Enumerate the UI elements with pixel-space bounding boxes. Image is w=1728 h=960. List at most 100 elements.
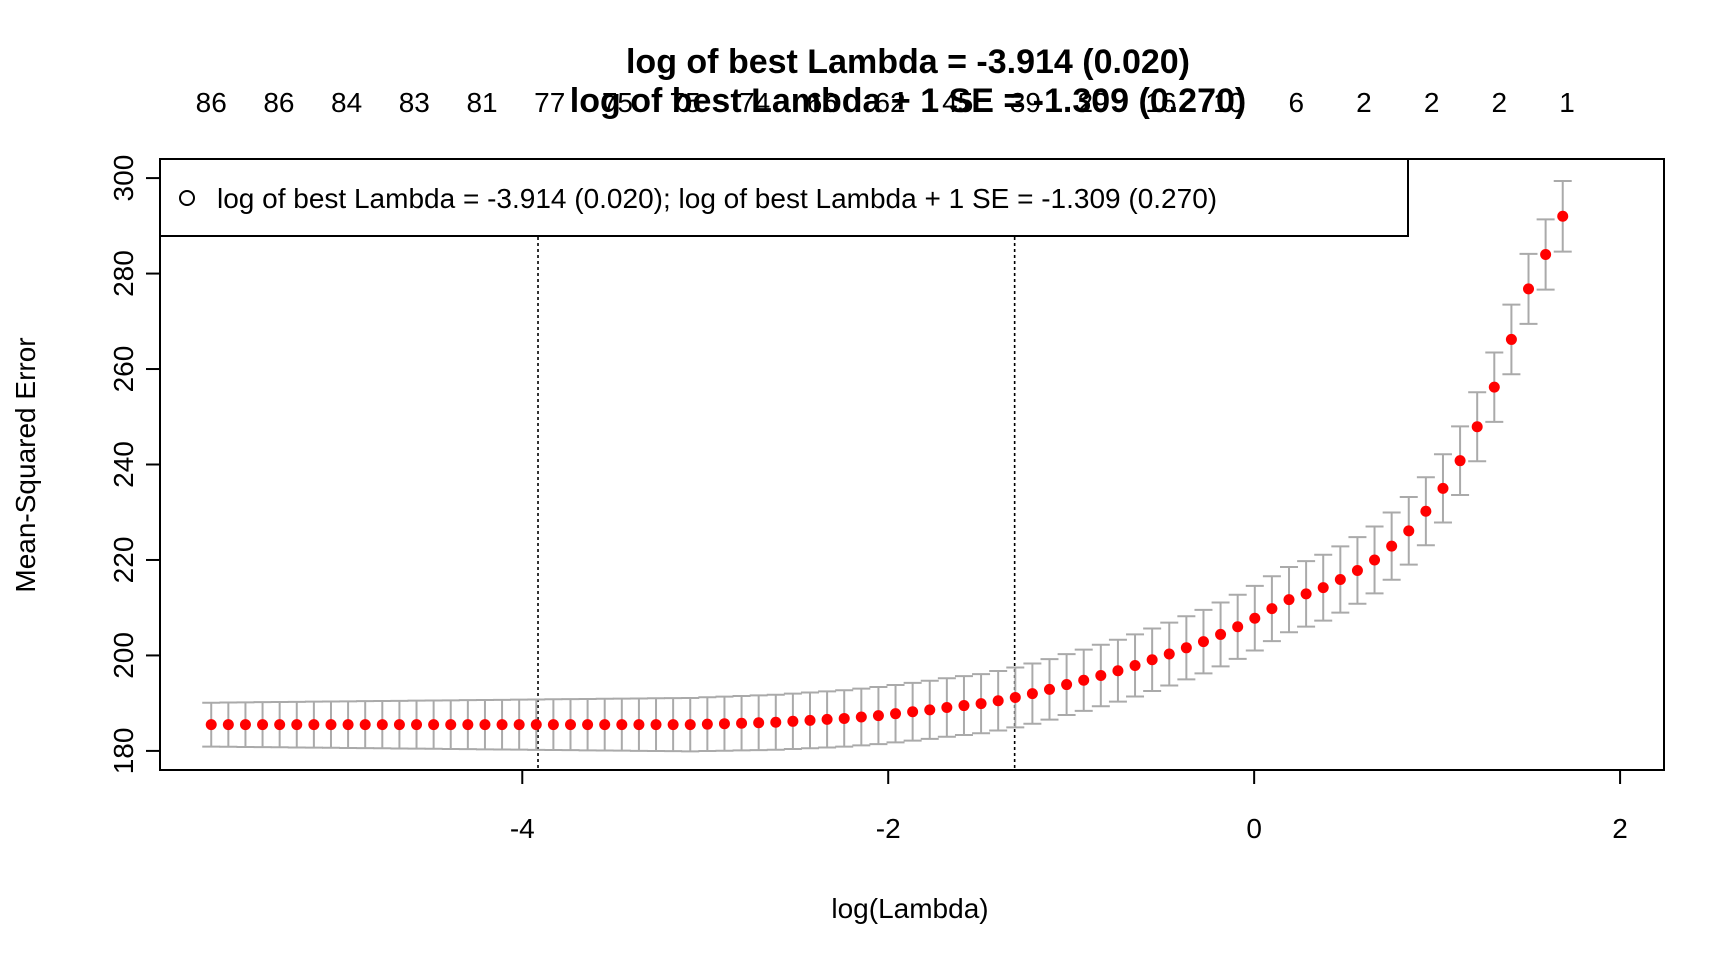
data-point — [239, 719, 251, 731]
data-point — [1471, 421, 1483, 433]
data-point — [890, 708, 902, 720]
top-axis-label: 86 — [263, 87, 294, 118]
data-point — [359, 719, 371, 731]
data-point — [325, 719, 337, 731]
data-point — [753, 717, 765, 729]
data-point — [1061, 679, 1073, 691]
data-point — [907, 706, 919, 718]
top-axis-label: 86 — [196, 87, 227, 118]
top-axis-label: 2 — [1492, 87, 1508, 118]
data-point — [633, 719, 645, 731]
top-axis-label: 83 — [399, 87, 430, 118]
top-axis-label: 1 — [1559, 87, 1575, 118]
top-axis-label: 74 — [739, 87, 770, 118]
data-point — [257, 719, 269, 731]
data-point — [1266, 603, 1278, 615]
y-tick-label: 280 — [108, 250, 139, 297]
data-point — [1300, 588, 1312, 600]
data-point — [804, 714, 816, 726]
data-point — [1454, 455, 1466, 467]
data-point — [736, 717, 748, 729]
top-axis-label: 75 — [670, 87, 701, 118]
x-tick-label: -2 — [876, 813, 901, 844]
y-axis: 180 200 220 240 260 280 300 — [108, 155, 161, 774]
top-axis-label: 66 — [807, 87, 838, 118]
data-point — [599, 719, 611, 731]
data-point — [684, 719, 696, 731]
data-point — [1197, 636, 1209, 648]
chart-title-line2: log of best Lambda + 1 SE = -1.309 (0.27… — [570, 82, 1246, 120]
data-point — [1095, 669, 1107, 681]
legend-text: log of best Lambda = -3.914 (0.020); log… — [217, 183, 1217, 214]
data-point — [582, 719, 594, 731]
data-point — [462, 719, 474, 731]
data-point — [308, 719, 320, 731]
data-point — [342, 719, 354, 731]
data-point — [616, 719, 628, 731]
data-point — [1369, 554, 1381, 566]
top-axis-label: 29 — [1078, 87, 1109, 118]
top-axis-label: 84 — [331, 87, 362, 118]
data-point — [924, 704, 936, 716]
top-axis-label: 62 — [874, 87, 905, 118]
data-point — [547, 719, 559, 731]
plot-frame — [159, 158, 1665, 771]
data-point — [650, 719, 662, 731]
x-axis-label: log(Lambda) — [831, 893, 988, 924]
data-point — [496, 719, 508, 731]
data-point — [770, 716, 782, 728]
top-axis-df-labels: 86 86 84 83 81 77 75 75 74 66 62 45 39 29 16 10 6 2 2 2 1 — [196, 87, 1575, 118]
data-point — [1129, 659, 1141, 671]
top-axis-label: 2 — [1356, 87, 1372, 118]
data-point — [1420, 505, 1432, 517]
data-point — [479, 719, 491, 731]
x-axis: -4 -2 0 2 — [510, 769, 1628, 844]
data-point — [718, 718, 730, 730]
data-point — [992, 695, 1004, 707]
data-point — [855, 711, 867, 723]
data-point — [513, 719, 525, 731]
data-point — [1009, 691, 1021, 703]
top-axis-label: 6 — [1288, 87, 1304, 118]
data-point — [1523, 283, 1535, 295]
data-point — [428, 719, 440, 731]
data-point — [1488, 381, 1500, 393]
data-point — [1112, 665, 1124, 677]
data-point — [958, 700, 970, 712]
y-tick-label: 200 — [108, 632, 139, 679]
data-point — [445, 719, 457, 731]
data-point — [1351, 564, 1363, 576]
data-point — [274, 719, 286, 731]
data-point — [787, 715, 799, 727]
data-point — [376, 719, 388, 731]
top-axis-label: 10 — [1213, 87, 1244, 118]
y-axis-label: Mean-Squared Error — [10, 337, 41, 592]
data-point — [393, 719, 405, 731]
x-tick-label: 0 — [1246, 813, 1262, 844]
data-point — [1403, 525, 1415, 537]
data-point — [411, 719, 423, 731]
y-tick-label: 240 — [108, 441, 139, 488]
data-point — [1437, 482, 1449, 494]
data-point — [1180, 642, 1192, 654]
data-point — [667, 719, 679, 731]
data-point — [821, 713, 833, 725]
data-point — [1557, 210, 1569, 222]
data-point — [1044, 683, 1056, 695]
data-point — [1283, 594, 1295, 606]
y-tick-label: 300 — [108, 155, 139, 202]
data-point — [1163, 648, 1175, 660]
data-point — [1505, 333, 1517, 345]
data-point — [1317, 582, 1329, 594]
data-point — [1232, 621, 1244, 633]
top-axis-label: 45 — [942, 87, 973, 118]
data-point — [205, 719, 217, 731]
data-point — [701, 718, 713, 730]
x-tick-label: -4 — [510, 813, 535, 844]
data-point — [291, 719, 303, 731]
data-point — [1249, 612, 1261, 624]
data-point — [564, 719, 576, 731]
top-axis-label: 16 — [1145, 87, 1176, 118]
data-point — [222, 719, 234, 731]
